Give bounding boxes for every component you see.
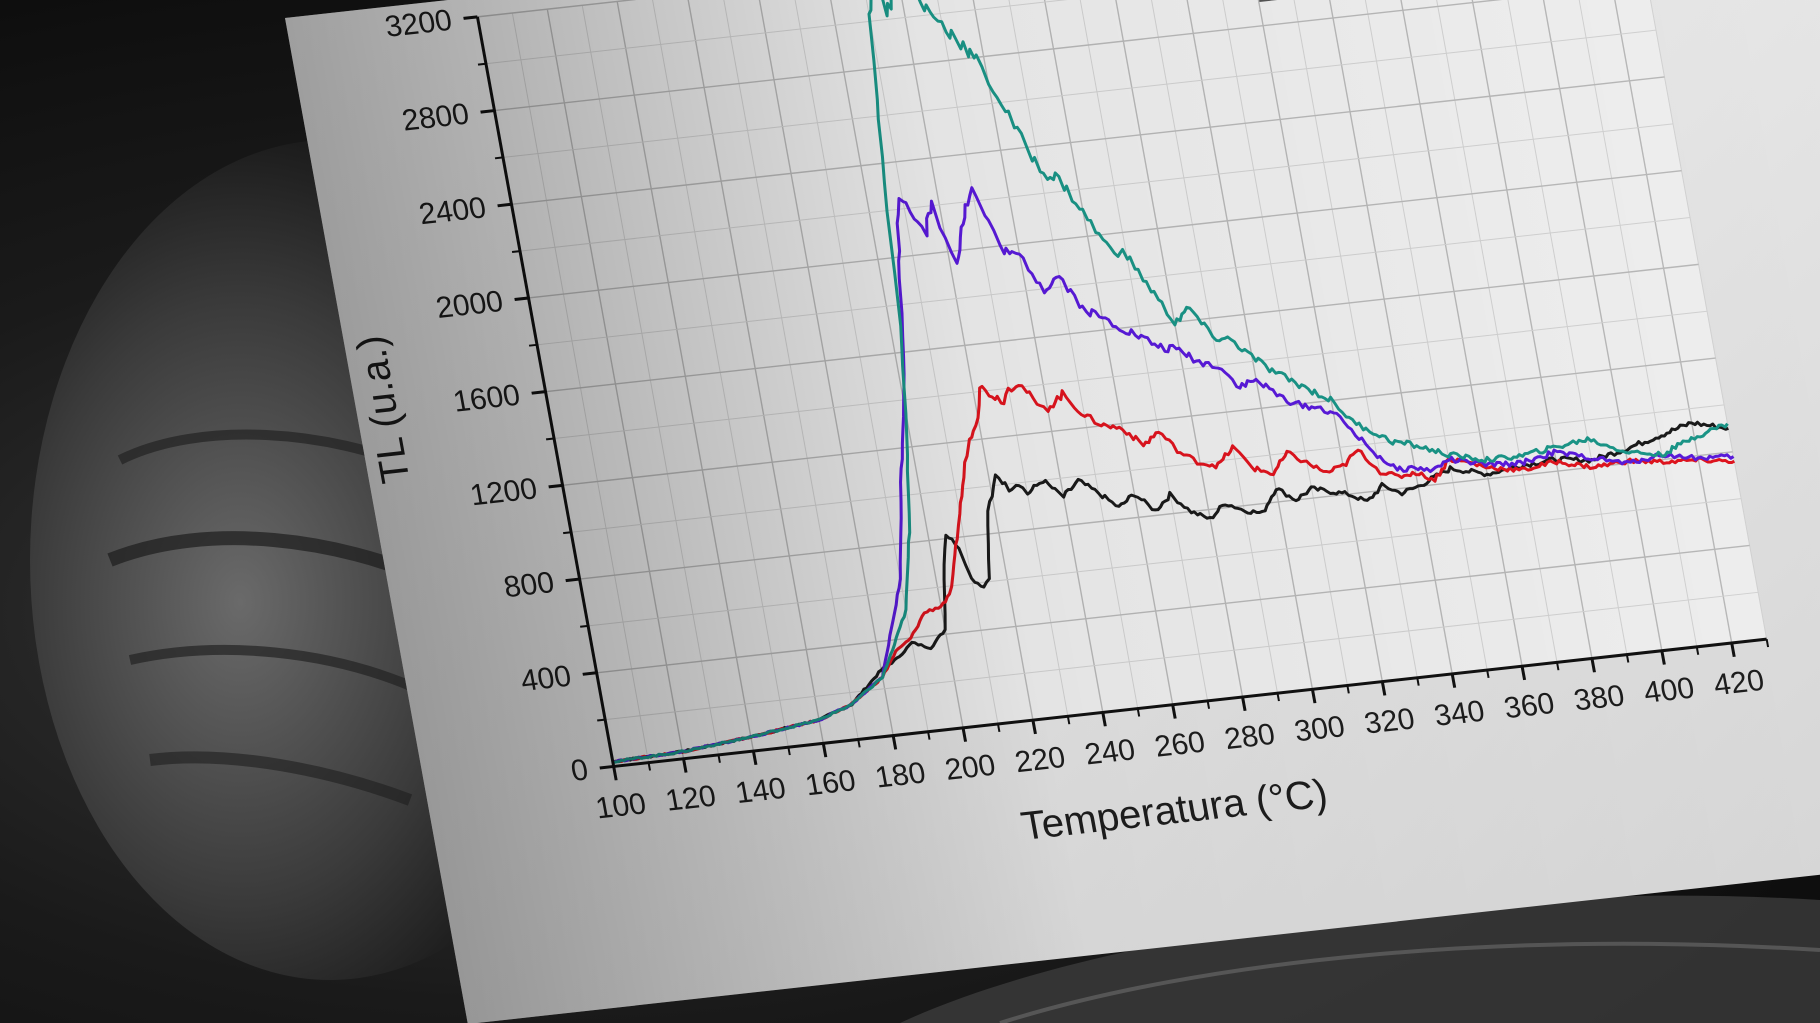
x-tick-label: 360 <box>1502 687 1558 725</box>
x-tick-label: 180 <box>873 757 929 795</box>
x-tick-label: 380 <box>1571 679 1627 717</box>
y-tick <box>582 671 597 676</box>
x-minor-tick <box>787 747 791 756</box>
x-tick-label: 200 <box>942 749 998 787</box>
x-minor-tick <box>996 723 1001 733</box>
x-tick-label: 320 <box>1362 703 1418 741</box>
plot-background <box>477 0 1767 767</box>
y-tick <box>599 764 614 770</box>
y-minor-tick <box>528 343 538 347</box>
x-minor-tick <box>1556 662 1560 671</box>
x-tick-label: 100 <box>593 787 649 825</box>
x-tick-label: 220 <box>1012 741 1068 779</box>
x-minor-tick <box>1206 700 1211 709</box>
y-minor-tick <box>562 531 572 535</box>
x-minor-tick <box>1695 646 1700 655</box>
y-tick <box>565 577 580 583</box>
y-tick <box>497 202 512 208</box>
y-minor-tick <box>477 62 487 66</box>
y-tick <box>480 109 495 114</box>
x-tick-label: 280 <box>1222 718 1278 756</box>
y-minor-tick <box>494 156 504 160</box>
x-minor-tick <box>1765 639 1770 648</box>
x-minor-tick <box>1066 716 1071 725</box>
x-minor-tick <box>717 754 721 763</box>
y-tick-label: 400 <box>518 660 574 698</box>
x-tick-label: 260 <box>1152 726 1208 764</box>
x-tick-label: 140 <box>733 772 789 810</box>
y-tick-label: 800 <box>501 566 557 604</box>
x-minor-tick <box>1416 677 1420 686</box>
x-tick-label: 300 <box>1292 710 1348 748</box>
y-minor-tick <box>511 250 521 253</box>
x-tick-label: 160 <box>803 764 859 802</box>
chart-sheet: 100 120 140 160 180 200 220 240 260 280 300 320 340 3… <box>285 0 1820 1023</box>
x-minor-tick <box>1486 669 1490 679</box>
x-minor-tick <box>1136 708 1141 717</box>
x-tick-label: 400 <box>1641 672 1697 710</box>
x-minor-tick <box>1625 654 1630 663</box>
x-minor-tick <box>1346 685 1350 694</box>
y-minor-tick <box>579 624 589 628</box>
x-tick-label: 420 <box>1711 664 1767 702</box>
x-tick-label: 120 <box>663 780 719 818</box>
x-tick-label: 240 <box>1082 733 1138 771</box>
x-minor-tick <box>927 731 931 740</box>
y-tick <box>463 15 478 20</box>
grid <box>476 0 1768 768</box>
x-tick-label: 340 <box>1432 695 1488 733</box>
x-minor-tick <box>1276 693 1280 702</box>
y-tick <box>531 390 546 395</box>
x-minor-tick <box>857 739 861 748</box>
y-tick <box>514 296 529 301</box>
x-minor-tick <box>647 762 652 771</box>
y-minor-tick <box>545 437 555 441</box>
y-tick <box>548 483 563 489</box>
y-minor-tick <box>597 718 606 722</box>
